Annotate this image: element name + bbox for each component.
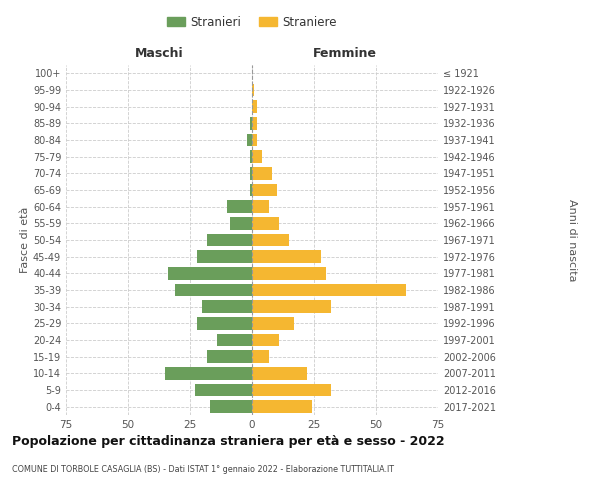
Bar <box>250 184 252 196</box>
Bar <box>252 150 262 163</box>
Bar <box>202 300 252 313</box>
Bar <box>227 200 252 213</box>
Bar <box>252 184 277 196</box>
Bar <box>252 200 269 213</box>
Bar <box>208 234 252 246</box>
Bar <box>252 367 307 380</box>
Bar <box>208 350 252 363</box>
Bar <box>217 334 252 346</box>
Bar <box>252 317 294 330</box>
Bar <box>252 350 269 363</box>
Bar <box>252 234 289 246</box>
Bar <box>252 334 279 346</box>
Bar <box>252 300 331 313</box>
Bar <box>247 134 252 146</box>
Bar <box>210 400 252 413</box>
Y-axis label: Fasce di età: Fasce di età <box>20 207 30 273</box>
Text: Popolazione per cittadinanza straniera per età e sesso - 2022: Popolazione per cittadinanza straniera p… <box>12 435 445 448</box>
Bar <box>252 250 322 263</box>
Bar <box>252 134 257 146</box>
Bar <box>252 384 331 396</box>
Bar <box>252 217 279 230</box>
Legend: Stranieri, Straniere: Stranieri, Straniere <box>162 11 342 34</box>
Bar <box>167 267 252 280</box>
Bar <box>197 250 252 263</box>
Bar <box>230 217 252 230</box>
Bar <box>252 167 272 179</box>
Bar <box>252 284 406 296</box>
Bar <box>250 150 252 163</box>
Text: Femmine: Femmine <box>313 47 377 60</box>
Bar <box>252 117 257 130</box>
Bar <box>175 284 252 296</box>
Bar <box>250 117 252 130</box>
Bar <box>252 84 254 96</box>
Bar <box>195 384 252 396</box>
Bar <box>197 317 252 330</box>
Bar <box>250 167 252 179</box>
Y-axis label: Anni di nascita: Anni di nascita <box>567 198 577 281</box>
Bar <box>252 400 311 413</box>
Bar <box>252 100 257 113</box>
Bar <box>165 367 252 380</box>
Bar <box>252 267 326 280</box>
Text: Maschi: Maschi <box>134 47 184 60</box>
Text: COMUNE DI TORBOLE CASAGLIA (BS) - Dati ISTAT 1° gennaio 2022 - Elaborazione TUTT: COMUNE DI TORBOLE CASAGLIA (BS) - Dati I… <box>12 465 394 474</box>
